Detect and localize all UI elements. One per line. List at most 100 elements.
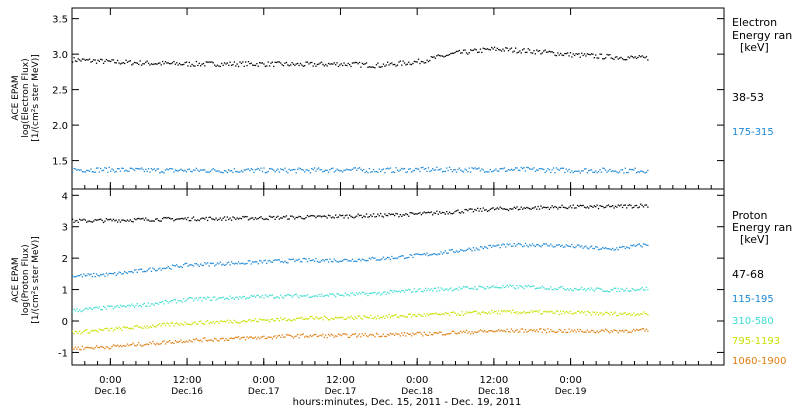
data-point (380, 212, 382, 215)
data-point (461, 211, 463, 213)
data-point (197, 219, 199, 221)
data-point (250, 217, 252, 219)
data-point (634, 167, 636, 169)
data-point (235, 336, 237, 338)
data-point (607, 291, 610, 293)
data-point (550, 329, 552, 331)
data-point (72, 61, 74, 63)
data-point (77, 58, 79, 60)
data-point (485, 331, 487, 333)
data-point (101, 274, 103, 276)
data-point (365, 62, 368, 64)
data-point (249, 296, 251, 298)
data-point (605, 290, 607, 293)
data-point (410, 335, 413, 337)
data-point (273, 319, 275, 322)
data-point (260, 319, 262, 321)
data-point (621, 169, 624, 171)
electron-ylabel-line-2: log(Electron Flux) (21, 58, 31, 137)
data-point (83, 309, 85, 311)
data-point (162, 267, 164, 270)
data-point (329, 63, 331, 65)
data-point (592, 206, 594, 208)
data-point (505, 170, 507, 172)
data-point (576, 244, 579, 246)
data-point (374, 316, 376, 318)
data-point (142, 327, 144, 329)
data-point (233, 319, 235, 321)
data-point (485, 209, 487, 211)
data-point (243, 320, 245, 322)
data-point (638, 206, 640, 208)
data-point (187, 168, 189, 171)
data-point (429, 331, 431, 334)
data-point (561, 167, 563, 169)
data-point (308, 170, 310, 172)
data-point (426, 212, 428, 214)
data-point (219, 297, 221, 299)
data-point (547, 206, 549, 208)
data-point (198, 340, 200, 342)
data-point (178, 300, 181, 302)
data-point (597, 57, 600, 59)
data-point (170, 168, 172, 170)
data-point (365, 170, 368, 172)
data-point (396, 291, 399, 293)
data-point (209, 262, 212, 264)
data-point (599, 312, 601, 314)
proton-legend-title-3: [keV] (740, 233, 769, 246)
data-point (139, 268, 141, 270)
data-point (394, 290, 396, 292)
data-point (327, 333, 330, 336)
data-point (200, 169, 202, 171)
data-point (198, 320, 200, 323)
data-point (388, 292, 390, 295)
data-point (97, 331, 99, 333)
data-point (565, 53, 567, 55)
data-point (626, 207, 628, 209)
data-point (207, 61, 209, 63)
data-point (426, 170, 428, 173)
data-point (214, 169, 216, 171)
data-point (306, 169, 309, 171)
data-point (181, 266, 183, 269)
data-point (462, 250, 465, 252)
data-point (513, 243, 515, 245)
data-point (188, 323, 190, 325)
xtick-date-label: Dec.19 (555, 387, 587, 397)
data-point (484, 209, 486, 211)
data-point (263, 297, 265, 299)
data-point (126, 61, 129, 63)
data-point (112, 218, 115, 220)
data-point (147, 168, 150, 170)
data-point (136, 271, 138, 273)
data-point (282, 169, 285, 171)
data-point (510, 208, 513, 210)
data-point (358, 167, 361, 169)
data-point (388, 334, 390, 336)
data-point (436, 55, 438, 57)
data-point (561, 204, 563, 206)
data-point (515, 330, 517, 332)
data-point (153, 343, 155, 345)
data-point (357, 293, 359, 295)
data-point (589, 246, 591, 248)
data-point (579, 312, 581, 314)
data-point (233, 263, 235, 265)
data-point (385, 257, 387, 260)
data-point (637, 171, 639, 173)
data-point (173, 342, 175, 344)
data-point (245, 61, 247, 63)
data-point (342, 171, 344, 173)
data-point (520, 244, 522, 246)
data-point (605, 247, 607, 249)
data-point (562, 287, 565, 290)
data-point (239, 263, 241, 265)
data-point (281, 319, 283, 321)
data-point (499, 247, 501, 249)
data-point (484, 330, 486, 332)
data-point (340, 215, 342, 217)
data-point (284, 62, 286, 64)
data-point (171, 299, 174, 302)
data-point (590, 205, 593, 207)
